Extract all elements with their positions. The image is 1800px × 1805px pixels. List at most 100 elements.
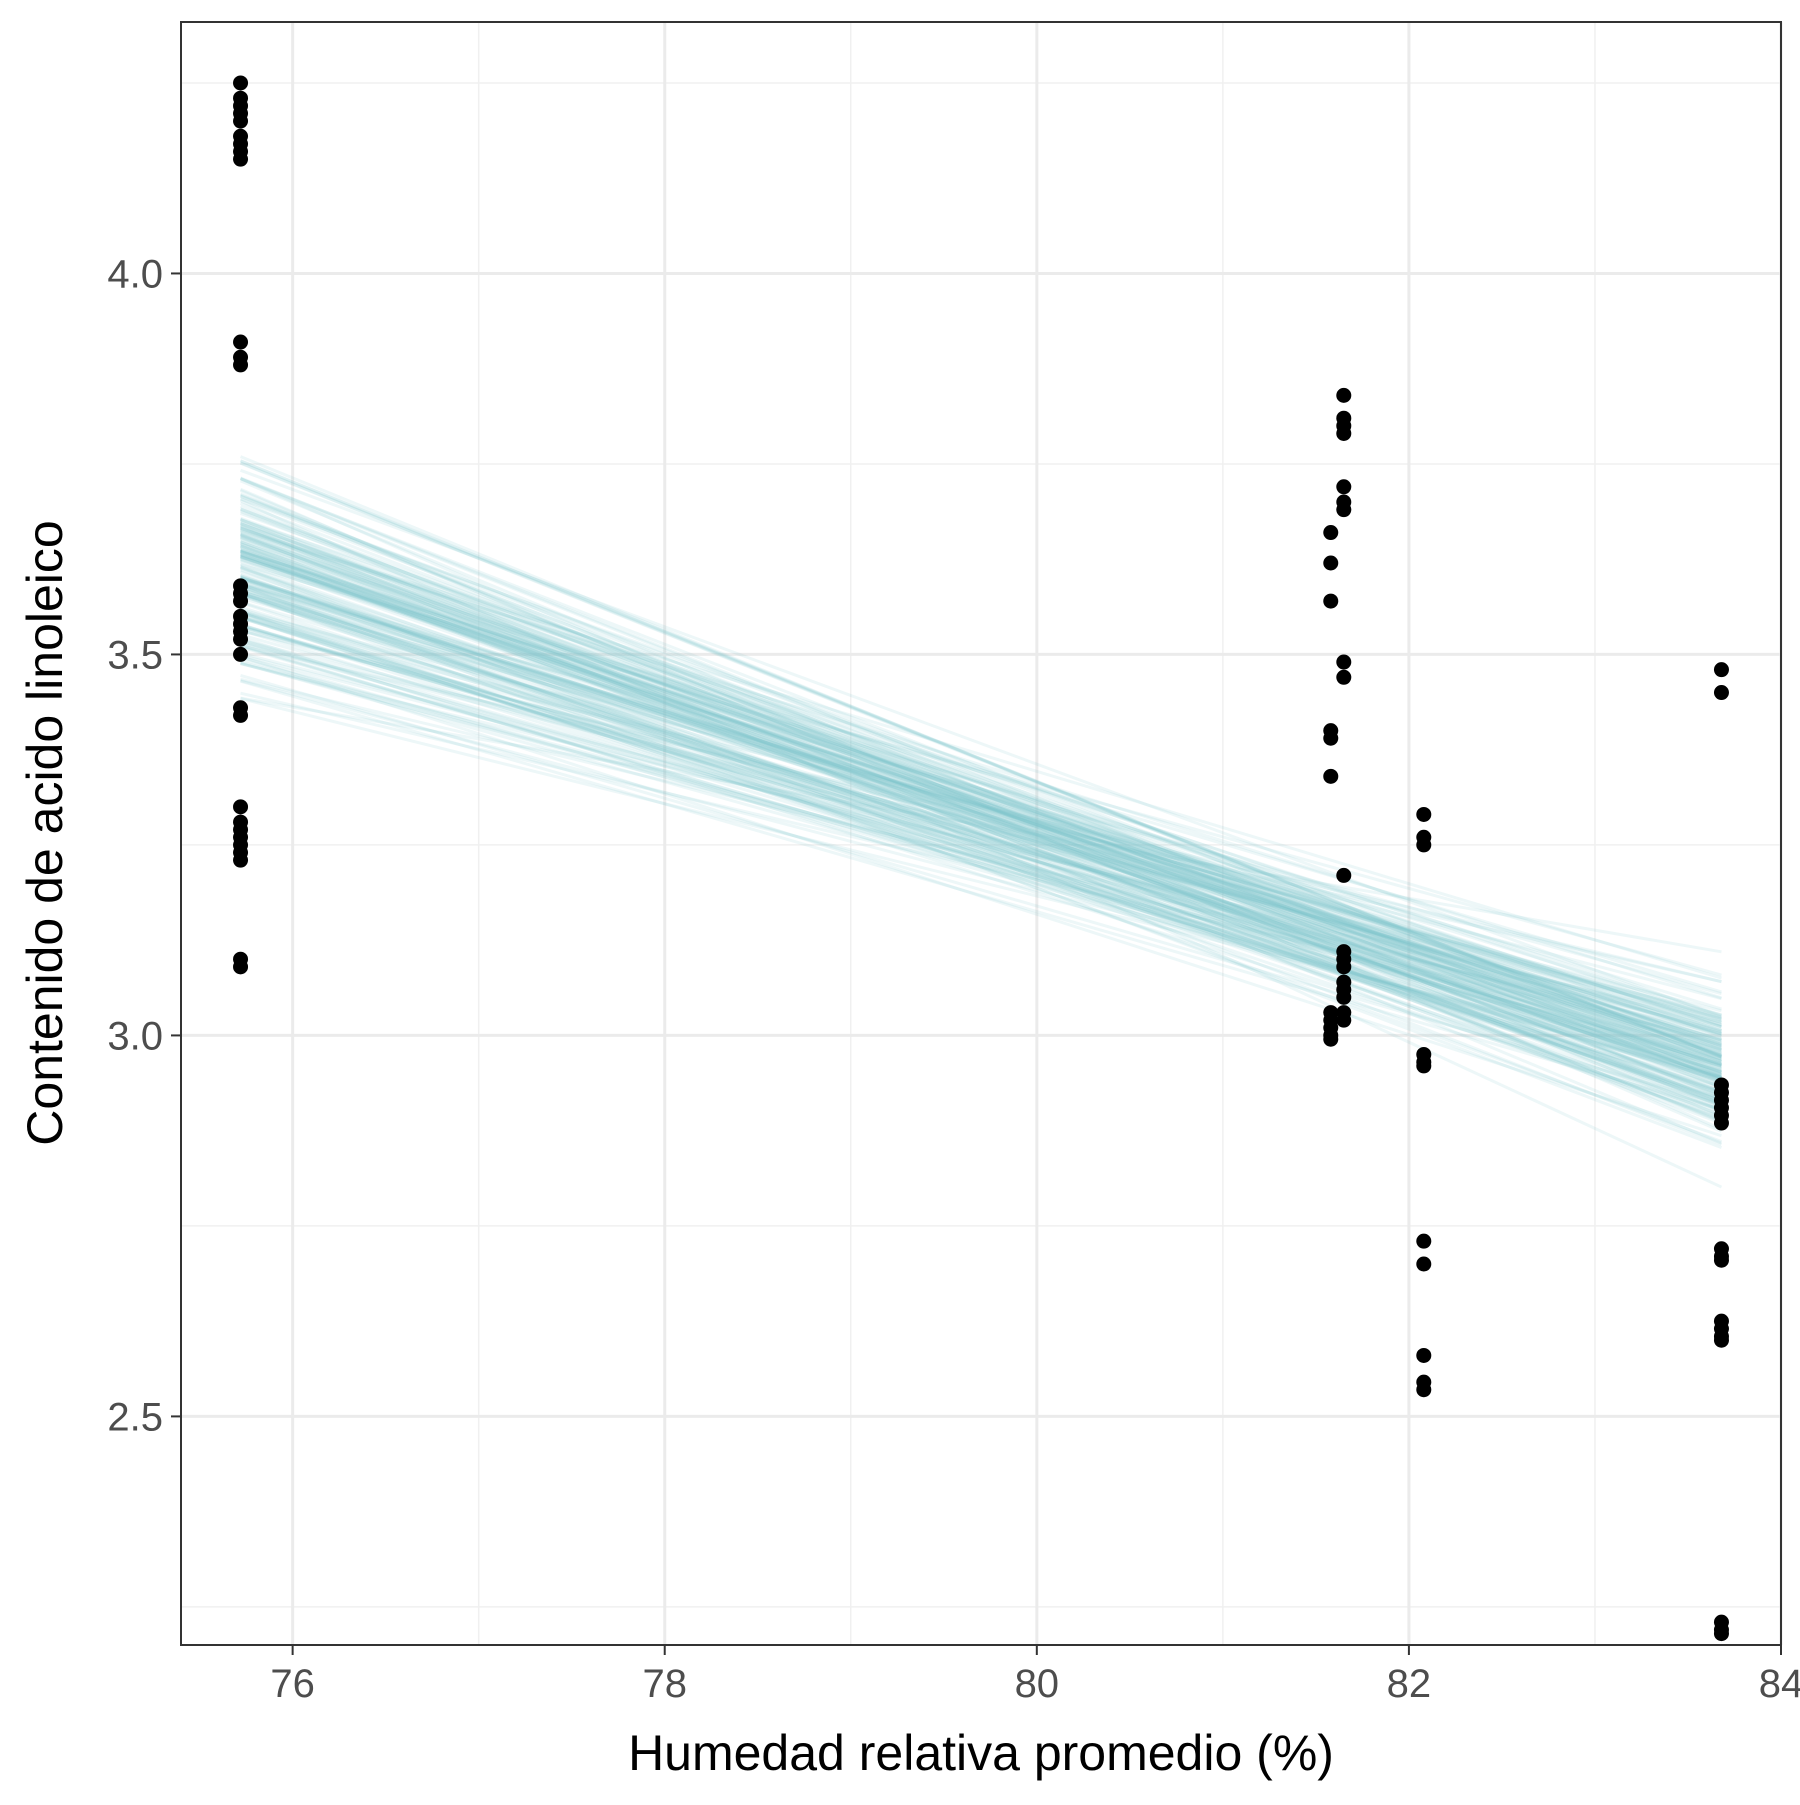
posterior-regression-line [239,455,1723,1064]
y-tick-label: 3.0 [107,1014,163,1058]
posterior-regression-line [240,592,1722,1143]
posterior-regression-line [240,566,1722,1063]
posterior-regression-line [240,512,1722,1048]
posterior-regression-line [240,542,1722,1084]
posterior-regression-line [239,523,1723,1124]
data-point [233,631,249,647]
posterior-regression-line [240,566,1722,1079]
posterior-regression-line [239,459,1723,1059]
posterior-regression-line [240,542,1722,1094]
posterior-regression-line [240,576,1722,1059]
posterior-regression-line [240,534,1722,1095]
posterior-regression-line [240,494,1722,1050]
posterior-regression-line [239,479,1723,1099]
posterior-regression-line [239,459,1723,1059]
posterior-regression-line [240,570,1722,1076]
posterior-regression-line [240,517,1722,1085]
y-tick-label: 3.5 [107,633,163,677]
x-axis-ticks: 76 78 80 82 84 [270,1645,1800,1706]
posterior-regression-line [240,542,1722,1069]
posterior-regression-line [240,583,1722,1036]
posterior-regression-line [240,555,1722,1057]
posterior-regression-line [239,494,1723,1082]
posterior-regression-line [239,519,1723,1105]
posterior-regression-line [240,697,1722,1068]
regression-line-ensemble [239,455,1723,1189]
posterior-regression-line [240,625,1722,1028]
posterior-regression-line [240,540,1722,1061]
posterior-regression-line [240,628,1722,1089]
posterior-regression-line [240,532,1722,1046]
posterior-regression-line [240,673,1722,1106]
posterior-regression-line [240,575,1722,1020]
posterior-regression-line [240,548,1722,1041]
posterior-regression-line [240,550,1722,1107]
posterior-regression-line [240,592,1722,1072]
posterior-regression-line [240,622,1722,1094]
posterior-regression-line [240,577,1722,1049]
data-point [1336,479,1352,495]
posterior-regression-line [239,487,1723,1133]
data-point [1323,525,1339,541]
posterior-regression-line [240,553,1722,1011]
posterior-regression-line [240,585,1722,1101]
y-tick-label: 2.5 [107,1395,163,1439]
data-point [1713,1115,1729,1131]
posterior-regression-line [240,522,1722,1046]
posterior-regression-line [240,530,1722,1000]
posterior-regression-line [240,596,1722,1019]
posterior-regression-line [240,623,1722,1066]
posterior-regression-line [240,582,1722,1027]
posterior-regression-line [240,548,1722,1063]
posterior-regression-line [240,468,1722,1019]
posterior-regression-line [240,601,1722,1100]
data-point [1323,730,1339,746]
posterior-regression-line [240,593,1722,1103]
posterior-regression-line [240,691,1722,1043]
x-tick-label: 82 [1387,1662,1432,1706]
posterior-regression-line [240,540,1722,1038]
posterior-regression-line [239,461,1723,1058]
posterior-regression-line [240,584,1722,1121]
data-point [1713,1626,1729,1642]
posterior-regression-line [240,628,1722,1013]
posterior-regression-line [239,510,1723,1089]
posterior-regression-line [240,575,1722,1078]
posterior-regression-line [240,557,1722,1033]
data-point [1336,387,1352,403]
posterior-regression-line [240,559,1722,1045]
data-point [1416,1347,1432,1363]
posterior-regression-line [240,550,1722,1033]
posterior-regression-line [240,582,1722,996]
posterior-regression-line [239,493,1723,1067]
data-point [233,593,249,609]
data-point [1336,654,1352,670]
posterior-regression-line [240,529,1722,980]
posterior-regression-line [240,638,1722,1017]
posterior-regression-line [240,516,1722,1062]
posterior-regression-line [240,679,1722,1073]
posterior-regression-line [240,657,1722,1061]
posterior-regression-line [240,655,1722,1138]
posterior-regression-line [240,549,1722,1066]
posterior-regression-line [240,605,1722,1065]
posterior-regression-line [240,550,1722,994]
posterior-regression-line [240,661,1722,1080]
data-point [1416,1058,1432,1074]
posterior-regression-line [240,538,1722,1027]
posterior-regression-line [240,548,1722,1108]
data-point [1336,959,1352,975]
posterior-regression-line [240,653,1722,1041]
posterior-regression-line [240,555,1722,1026]
posterior-regression-line [240,589,1722,1082]
data-point [233,959,249,975]
posterior-regression-line [240,533,1722,1057]
posterior-regression-line [240,557,1722,1048]
posterior-regression-line [239,489,1723,1118]
posterior-regression-line [240,565,1722,1117]
posterior-regression-line [240,679,1722,1112]
x-tick-label: 76 [270,1662,315,1706]
posterior-regression-line [240,616,1722,1061]
posterior-regression-line [240,696,1722,954]
